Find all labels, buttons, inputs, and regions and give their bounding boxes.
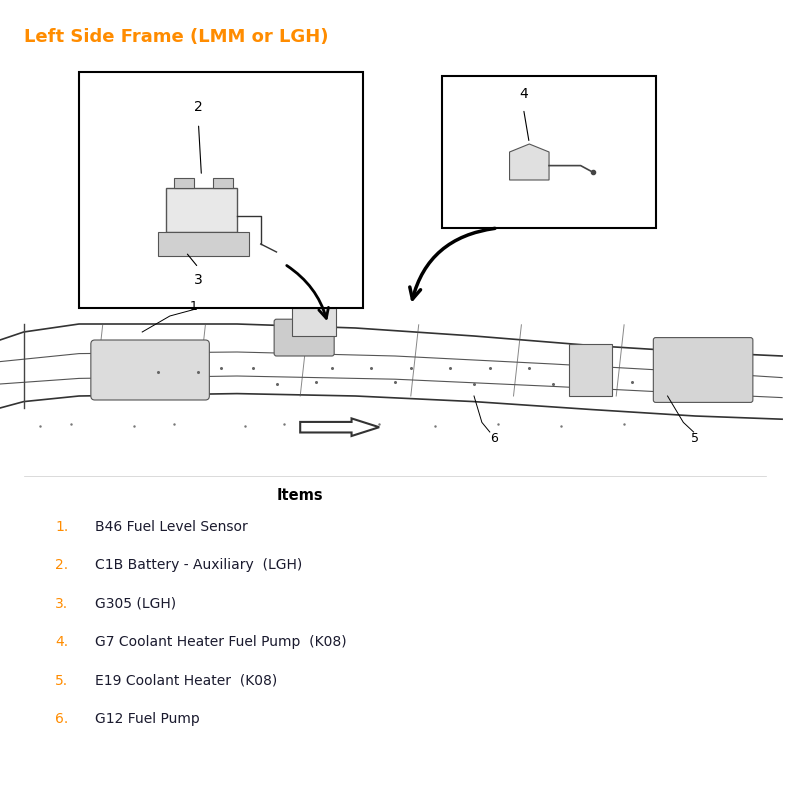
Text: 3: 3 [194,273,203,286]
Text: G7 Coolant Heater Fuel Pump  (K08): G7 Coolant Heater Fuel Pump (K08) [95,635,347,650]
Bar [292,308,336,336]
Text: 2: 2 [194,100,203,114]
Bar [213,178,233,188]
Text: 6.: 6. [55,712,69,726]
Bar [79,72,363,308]
Bar [174,178,194,188]
Polygon shape [300,418,379,436]
Text: C1B Battery - Auxiliary  (LGH): C1B Battery - Auxiliary (LGH) [95,558,302,573]
FancyBboxPatch shape [274,319,334,356]
Text: G305 (LGH): G305 (LGH) [95,597,176,611]
Text: 5.: 5. [55,674,69,688]
Text: 5: 5 [691,432,699,445]
Text: 1: 1 [190,300,198,313]
Text: G12 Fuel Pump: G12 Fuel Pump [95,712,200,726]
Text: B46 Fuel Level Sensor: B46 Fuel Level Sensor [95,520,247,534]
Text: 4: 4 [519,87,528,102]
Text: Left Side Frame (LMM or LGH): Left Side Frame (LMM or LGH) [24,28,328,46]
FancyBboxPatch shape [653,338,753,402]
Text: 4.: 4. [55,635,69,650]
Bar [442,76,656,228]
FancyBboxPatch shape [91,340,209,400]
Bar [166,188,237,232]
Text: 3.: 3. [55,597,69,611]
Text: E19 Coolant Heater  (K08): E19 Coolant Heater (K08) [95,674,277,688]
Polygon shape [510,144,549,180]
Bar [158,232,249,256]
Text: 6: 6 [490,432,498,445]
Bar [569,344,612,396]
Text: Items: Items [276,488,324,503]
Text: 1.: 1. [55,520,69,534]
Text: 2.: 2. [55,558,69,573]
